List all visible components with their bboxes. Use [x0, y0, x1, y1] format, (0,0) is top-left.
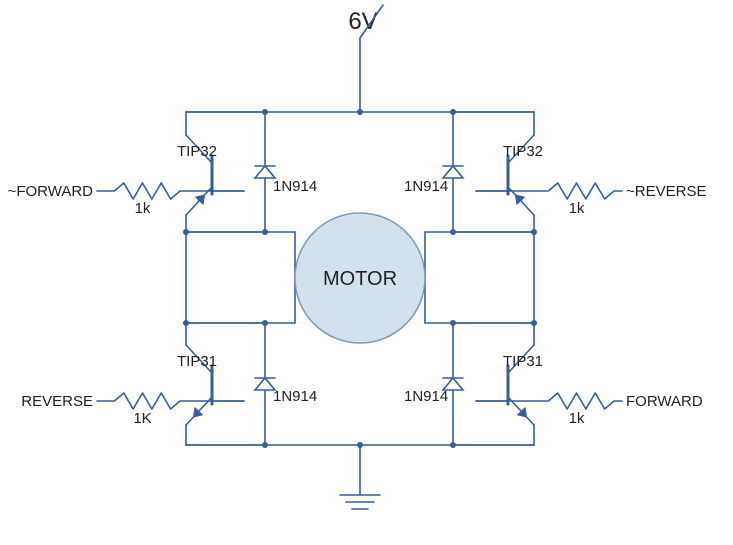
diode-br-icon — [443, 323, 463, 445]
diode-tl-icon — [255, 112, 275, 232]
trans-bl-label: TIP31 — [177, 353, 217, 370]
diode-br-label: 1N914 — [404, 388, 448, 405]
trans-br-label: TIP31 — [503, 353, 543, 370]
diode-tr-label: 1N914 — [404, 178, 448, 195]
signal-tr-label: ~REVERSE — [626, 183, 706, 200]
signal-bl-label: REVERSE — [21, 393, 93, 410]
diode-tl-label: 1N914 — [273, 178, 317, 195]
diode-bl-label: 1N914 — [273, 388, 317, 405]
resistor-br-icon — [539, 393, 614, 409]
transistor-bl-icon — [186, 322, 244, 445]
trans-tr-label: TIP32 — [503, 143, 543, 160]
resistor-tl-icon — [105, 183, 180, 199]
resistor-tr-icon — [539, 183, 614, 199]
transistor-tl-icon — [186, 112, 244, 235]
res-tr-label: 1k — [569, 200, 585, 217]
transistor-br-icon — [476, 322, 534, 445]
resistor-bl-icon — [105, 393, 180, 409]
res-br-label: 1k — [569, 410, 585, 427]
diode-bl-icon — [255, 323, 275, 445]
diode-tr-icon — [443, 112, 463, 232]
signal-tl-label: ~FORWARD — [8, 183, 94, 200]
res-tl-label: 1k — [135, 200, 151, 217]
supply-label: 6V — [348, 8, 377, 35]
transistor-tr-icon — [476, 112, 534, 235]
motor-label: MOTOR — [323, 268, 397, 290]
trans-tl-label: TIP32 — [177, 143, 217, 160]
signal-br-label: FORWARD — [626, 393, 703, 410]
res-bl-label: 1K — [133, 410, 151, 427]
